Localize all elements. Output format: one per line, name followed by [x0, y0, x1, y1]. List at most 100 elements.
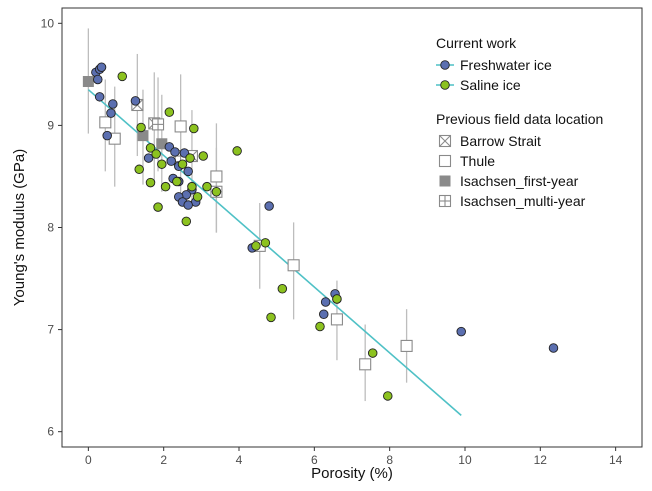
data-point-isachsen_fy [156, 138, 168, 150]
marker-circle [319, 309, 329, 320]
marker-circle [277, 284, 288, 294]
data-point-freshwater [94, 92, 105, 102]
marker-circle [315, 321, 325, 332]
marker-square [99, 116, 112, 129]
marker-circle [172, 176, 182, 187]
data-point-thule [400, 339, 413, 352]
data-point-saline [277, 284, 288, 294]
marker-circle [136, 122, 146, 133]
marker-circle [266, 312, 276, 323]
data-point-thule [210, 170, 223, 183]
marker-circle [117, 71, 128, 82]
marker-circle [198, 151, 208, 161]
y-tick-label: 9 [47, 118, 54, 132]
data-point-saline [315, 321, 325, 332]
legend-key-barrow [438, 134, 452, 148]
data-point-saline [177, 159, 188, 169]
data-point-freshwater [93, 74, 103, 85]
marker-circle [548, 343, 559, 353]
marker-square [400, 339, 413, 352]
data-point-saline [172, 176, 182, 187]
marker-circle [189, 123, 199, 134]
data-point-freshwater [108, 99, 118, 109]
data-point-freshwater [264, 201, 274, 211]
marker-circle [202, 181, 212, 192]
data-point-thule [359, 358, 372, 371]
data-point-saline [332, 294, 342, 304]
data-point-isachsen_fy [137, 130, 149, 142]
data-point-saline [145, 177, 156, 188]
x-tick-label: 12 [534, 453, 548, 467]
data-point-saline [164, 107, 175, 117]
data-point-saline [202, 181, 212, 192]
data-point-freshwater [548, 343, 559, 353]
legend-key-isachsen_my [438, 194, 452, 208]
data-point-isachsen_fy [82, 76, 94, 88]
data-point-saline [251, 241, 261, 251]
data-point-saline [136, 122, 146, 133]
marker-circle [177, 159, 188, 169]
marker-circle [181, 216, 192, 227]
marker-circle [157, 159, 167, 169]
marker-circle [185, 153, 195, 163]
marker-circle [94, 92, 105, 102]
marker-circle [143, 153, 154, 163]
marker-circle [251, 241, 261, 251]
data-point-freshwater [183, 166, 193, 177]
marker-circle [260, 238, 271, 248]
marker-circle [153, 202, 163, 212]
data-point-saline [232, 146, 242, 156]
data-point-freshwater [319, 309, 329, 320]
y-tick-label: 8 [47, 221, 54, 235]
marker-circle [145, 143, 156, 153]
marker-circle [145, 177, 156, 188]
data-point-saline [157, 159, 167, 169]
legend-label: Saline ice [460, 77, 521, 93]
marker-square [330, 313, 343, 326]
data-point-freshwater [143, 153, 154, 163]
data-point-freshwater [166, 156, 176, 166]
marker-circle [106, 108, 116, 118]
data-point-saline [260, 238, 271, 248]
marker-circle [164, 107, 175, 117]
x-tick-label: 10 [458, 453, 472, 467]
data-point-saline [198, 151, 208, 161]
marker-circle [151, 149, 161, 159]
marker-square [439, 175, 451, 187]
marker-circle [183, 166, 193, 177]
x-tick-label: 8 [386, 453, 393, 467]
marker-circle [134, 164, 144, 175]
data-point-saline [117, 71, 128, 82]
data-point-thule [174, 120, 187, 133]
data-point-freshwater [96, 62, 107, 72]
marker-square [156, 138, 168, 150]
data-point-thule [287, 259, 300, 272]
marker-square [438, 154, 452, 168]
marker-circle [192, 192, 203, 202]
y-tick-label: 6 [47, 425, 54, 439]
data-point-saline [367, 348, 378, 358]
x-tick-label: 0 [85, 453, 92, 467]
marker-cross [439, 135, 451, 147]
marker-circle [320, 297, 331, 307]
data-point-freshwater [106, 108, 116, 118]
marker-circle [211, 187, 222, 197]
legend-label: Isachsen_multi-year [460, 193, 586, 209]
marker-circle [108, 99, 118, 109]
marker-square [210, 170, 223, 183]
data-point-thule [330, 313, 343, 326]
marker-circle [440, 60, 450, 70]
legend-title: Previous field data location [436, 111, 603, 127]
data-point-thule [99, 116, 112, 129]
marker-circle [96, 62, 107, 72]
marker-circle [367, 348, 378, 358]
x-tick-label: 4 [236, 453, 243, 467]
marker-square [174, 120, 187, 133]
data-point-saline [383, 391, 393, 401]
data-point-saline [185, 153, 195, 163]
data-point-freshwater [130, 96, 141, 106]
marker-circle [170, 147, 180, 157]
marker-circle [183, 200, 193, 210]
